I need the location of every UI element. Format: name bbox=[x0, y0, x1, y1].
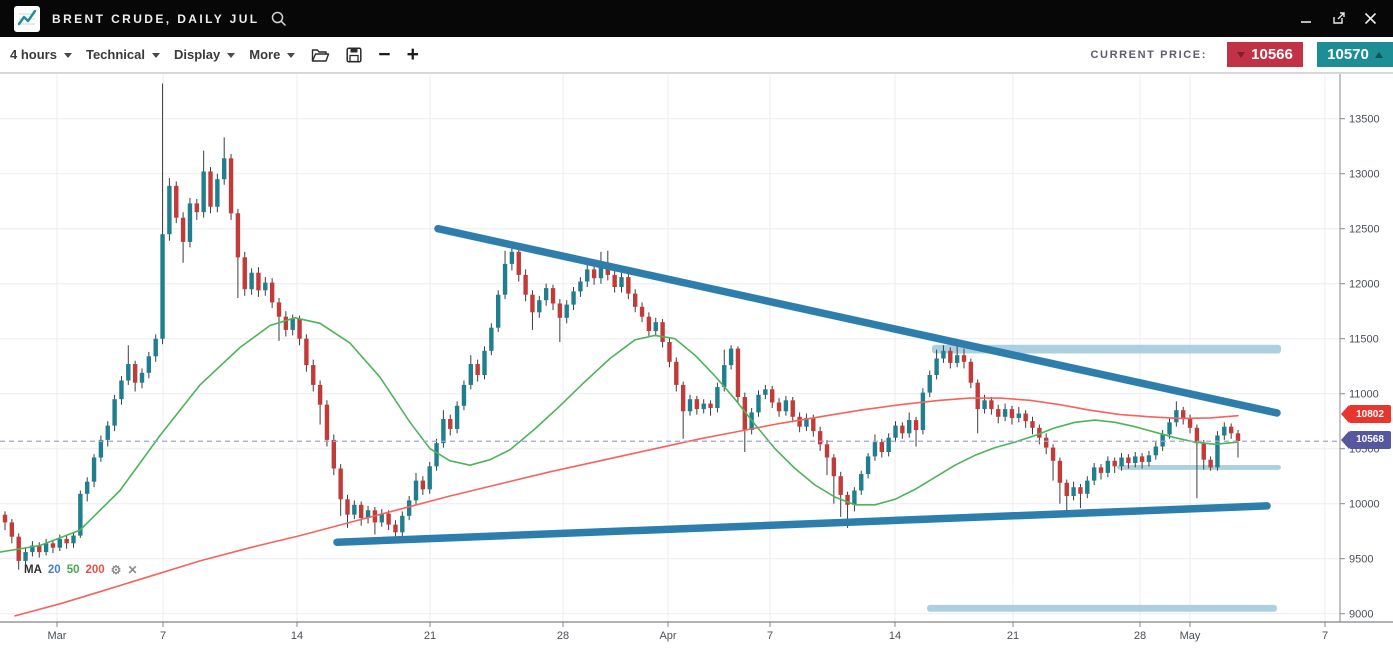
line-chart-logo-icon bbox=[17, 9, 37, 25]
arrow-up-icon bbox=[1374, 51, 1383, 58]
display-dropdown[interactable]: Display bbox=[173, 47, 236, 62]
save-chart-button[interactable] bbox=[346, 46, 362, 63]
svg-text:7: 7 bbox=[767, 630, 773, 642]
chevron-down-icon bbox=[227, 52, 236, 58]
svg-text:13000: 13000 bbox=[1349, 169, 1380, 181]
svg-text:May: May bbox=[1180, 630, 1201, 642]
search-icon[interactable] bbox=[270, 10, 288, 28]
chevron-down-icon bbox=[287, 52, 296, 58]
svg-text:9000: 9000 bbox=[1349, 609, 1373, 621]
svg-text:12000: 12000 bbox=[1349, 279, 1380, 291]
timeframe-dropdown[interactable]: 4 hours bbox=[10, 47, 72, 62]
zoom-in-button[interactable]: + bbox=[407, 44, 419, 65]
chevron-down-icon bbox=[151, 52, 160, 58]
svg-text:14: 14 bbox=[291, 630, 303, 642]
svg-text:Mar: Mar bbox=[48, 630, 67, 642]
zoom-out-button[interactable]: − bbox=[378, 44, 390, 65]
axis-price-tag-current: 10568 bbox=[1341, 430, 1391, 449]
ask-price-badge[interactable]: 10570 bbox=[1317, 42, 1393, 67]
svg-text:10000: 10000 bbox=[1349, 499, 1380, 511]
timeframe-label: 4 hours bbox=[10, 47, 57, 62]
window-title: BRENT CRUDE, DAILY JUL bbox=[52, 11, 260, 26]
chevron-down-icon bbox=[63, 52, 72, 58]
close-button[interactable] bbox=[1359, 8, 1381, 30]
technical-dropdown[interactable]: Technical bbox=[86, 47, 160, 62]
ma-legend-label: MA bbox=[24, 564, 42, 576]
svg-text:7: 7 bbox=[160, 630, 166, 642]
svg-text:12500: 12500 bbox=[1349, 224, 1380, 236]
more-label: More bbox=[249, 47, 281, 62]
more-dropdown[interactable]: More bbox=[249, 47, 296, 62]
technical-label: Technical bbox=[85, 47, 145, 62]
title-bar: BRENT CRUDE, DAILY JUL bbox=[0, 0, 1393, 37]
svg-text:7: 7 bbox=[1322, 630, 1328, 642]
ma-200-label: 200 bbox=[85, 564, 105, 576]
gear-icon[interactable]: ⚙ bbox=[110, 563, 122, 577]
svg-text:21: 21 bbox=[1007, 630, 1019, 642]
svg-text:11000: 11000 bbox=[1349, 389, 1379, 401]
open-chart-button[interactable] bbox=[311, 47, 330, 63]
close-icon[interactable]: ✕ bbox=[127, 563, 138, 577]
ma-50-label: 50 bbox=[66, 564, 80, 576]
open-folder-icon bbox=[312, 48, 330, 62]
ma-20-label: 20 bbox=[47, 564, 61, 576]
display-label: Display bbox=[173, 47, 221, 62]
svg-text:11500: 11500 bbox=[1349, 334, 1379, 346]
svg-text:Apr: Apr bbox=[659, 630, 676, 642]
axis-price-tag-high: 10802 bbox=[1341, 405, 1391, 423]
current-price-label: CURRENT PRICE: bbox=[1090, 48, 1207, 61]
bid-price-value: 10566 bbox=[1251, 46, 1293, 63]
svg-text:28: 28 bbox=[1134, 630, 1146, 642]
toolbar: 4 hours Technical Display More − + CURRE… bbox=[0, 37, 1393, 73]
minus-icon: − bbox=[378, 43, 391, 66]
bid-price-badge[interactable]: 10566 bbox=[1227, 42, 1303, 67]
chart-area: 13500 13000 12500 12000 11500 11000 10500 10000… bbox=[0, 73, 1393, 651]
ma-legend: MA 20 50 200 ⚙ ✕ bbox=[24, 563, 138, 577]
popout-button[interactable] bbox=[1327, 8, 1349, 30]
app-logo bbox=[14, 5, 40, 32]
save-icon bbox=[346, 46, 362, 63]
svg-text:28: 28 bbox=[557, 630, 569, 642]
ask-price-value: 10570 bbox=[1327, 46, 1369, 63]
window-controls bbox=[1295, 8, 1393, 30]
minimize-button[interactable] bbox=[1295, 8, 1317, 30]
plus-icon: + bbox=[406, 43, 419, 66]
arrow-down-icon bbox=[1237, 51, 1246, 58]
svg-text:13500: 13500 bbox=[1349, 114, 1380, 126]
svg-text:21: 21 bbox=[424, 630, 436, 642]
price-chart-svg[interactable]: 1350013000125001200011500110001050010000… bbox=[0, 74, 1393, 652]
svg-text:14: 14 bbox=[889, 630, 901, 642]
svg-text:9500: 9500 bbox=[1349, 554, 1373, 566]
